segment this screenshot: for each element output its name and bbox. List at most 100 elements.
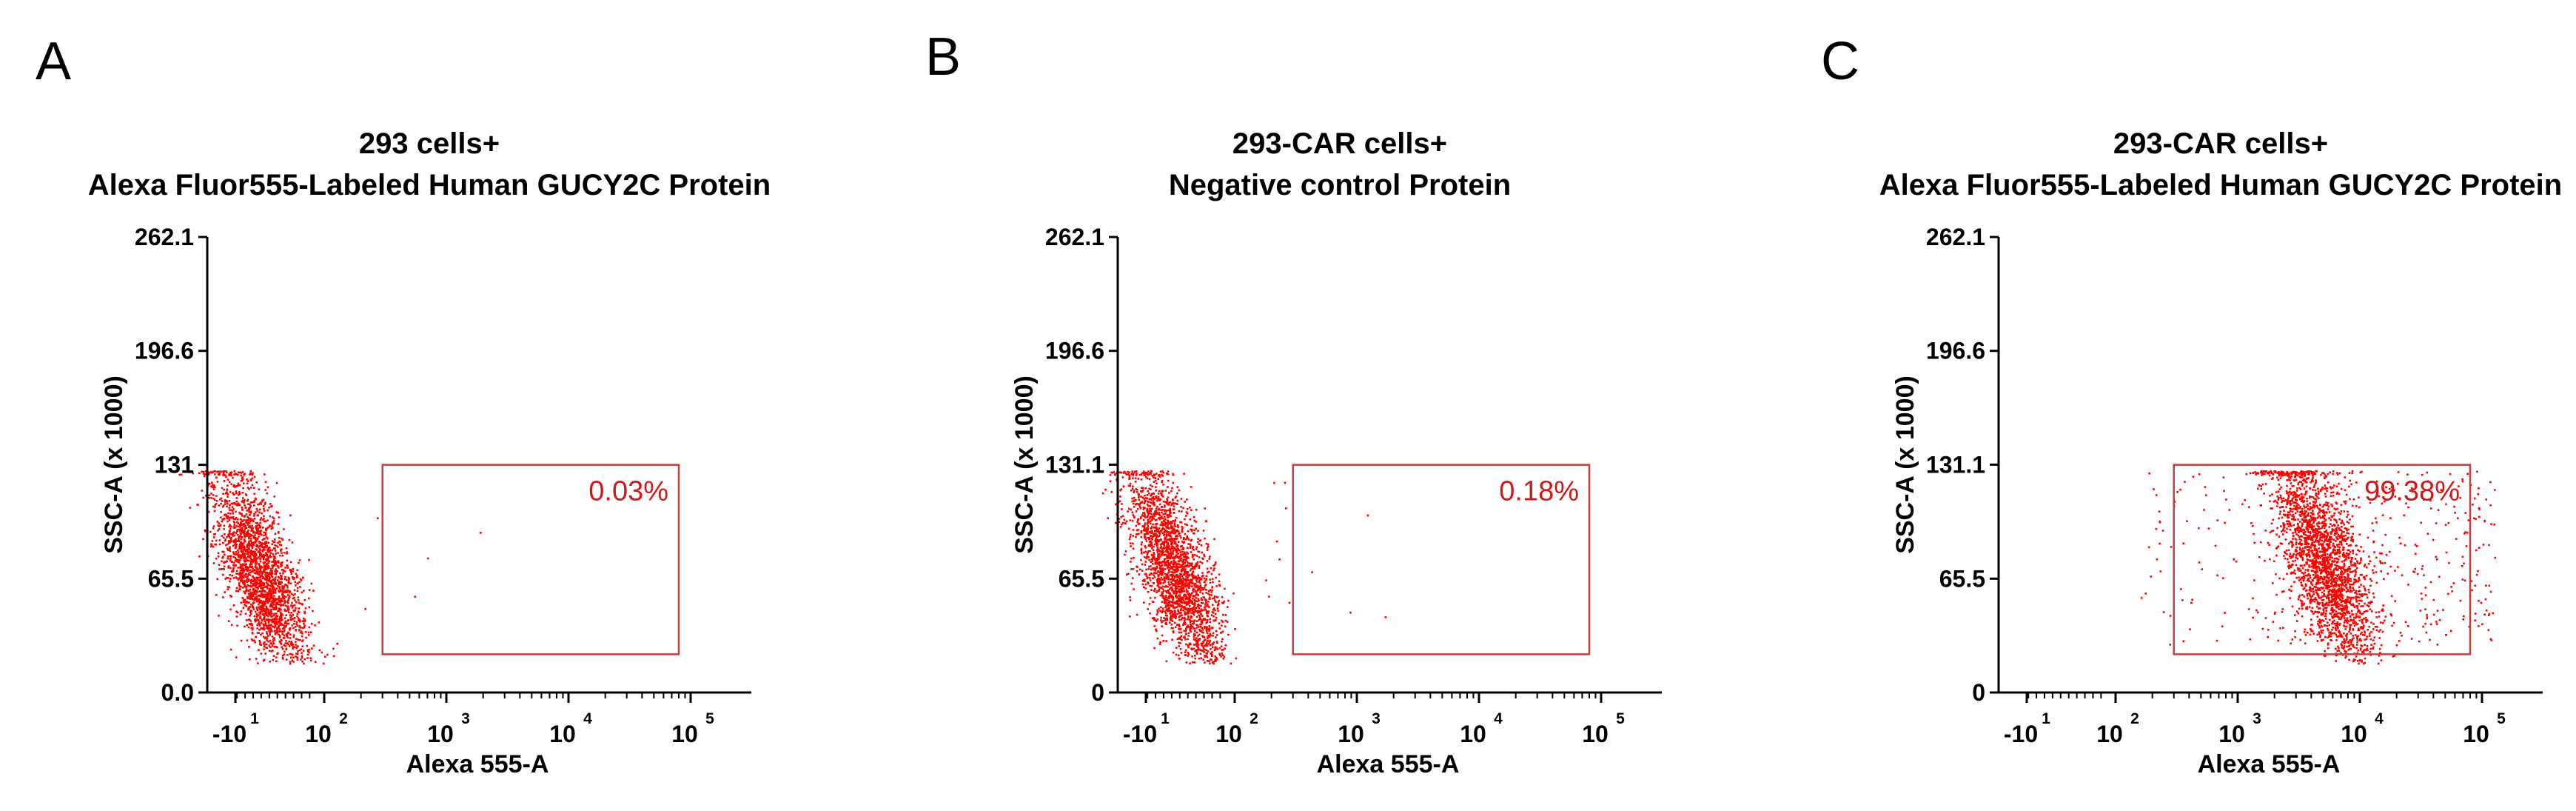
data-point [1185, 613, 1188, 615]
data-point [1136, 521, 1138, 524]
data-point [1186, 576, 1189, 579]
data-point [2333, 579, 2336, 582]
data-point [275, 581, 277, 584]
data-point [273, 646, 276, 648]
data-point [1141, 541, 1143, 544]
data-point [2337, 550, 2339, 553]
data-point [1180, 608, 1183, 610]
data-point [207, 510, 210, 513]
data-point [1130, 542, 1132, 544]
data-point [278, 628, 281, 630]
data-point [272, 547, 275, 550]
data-point [1165, 609, 1167, 612]
data-point [1141, 563, 1144, 566]
data-point [1218, 653, 1221, 655]
data-point [273, 627, 276, 629]
data-point [1178, 510, 1181, 513]
data-point [251, 524, 253, 527]
data-point [250, 551, 252, 553]
data-point [210, 470, 212, 473]
data-point [287, 580, 290, 583]
data-point [1172, 531, 1174, 534]
data-point [280, 565, 282, 568]
data-point [257, 568, 260, 571]
data-point [1184, 584, 1187, 587]
data-point [224, 498, 227, 501]
data-point [275, 511, 278, 513]
data-point [263, 570, 265, 573]
data-point [1164, 600, 1166, 603]
data-point [250, 550, 253, 553]
data-point [1137, 503, 1139, 505]
data-point [234, 547, 237, 550]
data-point [1153, 617, 1155, 619]
data-point [1127, 470, 1130, 473]
data-point [1156, 551, 1158, 553]
data-point [244, 583, 246, 585]
data-point [1168, 527, 1170, 530]
data-point [1167, 599, 1170, 601]
data-point [1179, 558, 1182, 561]
data-point [1144, 587, 1147, 590]
data-point [251, 606, 254, 609]
data-point [266, 587, 269, 590]
data-point [2331, 617, 2334, 619]
data-point [238, 493, 240, 496]
chart-title-line2: Alexa Fluor555-Labeled Human GUCY2C Prot… [87, 169, 771, 201]
data-point [280, 544, 283, 547]
data-point [1172, 596, 1174, 598]
data-point [1213, 619, 1215, 622]
data-point [223, 528, 225, 530]
data-point [303, 618, 305, 620]
data-point [1207, 590, 1210, 593]
data-point [1190, 609, 1192, 611]
data-point [2327, 642, 2330, 644]
data-point [322, 662, 325, 665]
data-point [1168, 570, 1170, 572]
data-point [249, 505, 252, 507]
data-point [1122, 471, 1125, 474]
data-point [1151, 547, 1153, 550]
data-point [1172, 508, 1175, 510]
data-point [1165, 535, 1168, 538]
data-point [1195, 586, 1198, 589]
data-point [1180, 635, 1183, 638]
x-tick-base: 10 [305, 721, 332, 747]
data-point [1212, 662, 1215, 665]
data-point [1226, 621, 1229, 623]
data-point [1171, 521, 1173, 524]
data-point [278, 635, 281, 637]
panel-a: A 293 cells+ Alexa Fluor555-Labeled Huma… [0, 0, 859, 811]
data-point [1184, 607, 1187, 610]
chart-title-line2: Alexa Fluor555-Labeled Human GUCY2C Prot… [1879, 169, 2563, 201]
data-point [1181, 553, 1184, 555]
data-point [1150, 561, 1153, 563]
data-point [267, 598, 269, 601]
data-point [1216, 648, 1218, 650]
data-point [255, 525, 257, 528]
data-point [278, 536, 281, 539]
data-point [1205, 589, 1207, 591]
data-point [303, 612, 306, 615]
data-point [2305, 527, 2307, 530]
data-point [279, 619, 282, 621]
data-point [222, 541, 224, 544]
data-point [1187, 610, 1189, 613]
data-point [1275, 540, 1278, 543]
data-point [261, 538, 264, 541]
data-point [1167, 543, 1169, 546]
data-point [1158, 586, 1160, 588]
data-point [1150, 513, 1153, 515]
data-point [1200, 544, 1203, 547]
data-point [282, 570, 285, 573]
data-point [1197, 541, 1199, 544]
y-tick-label: 196.6 [1045, 338, 1104, 364]
data-point [1224, 619, 1227, 622]
data-point [239, 587, 241, 590]
data-point [2377, 662, 2380, 665]
data-point [269, 554, 271, 557]
data-point [1155, 523, 1157, 525]
data-point [224, 539, 227, 542]
data-point [286, 633, 288, 635]
data-point [250, 544, 252, 547]
